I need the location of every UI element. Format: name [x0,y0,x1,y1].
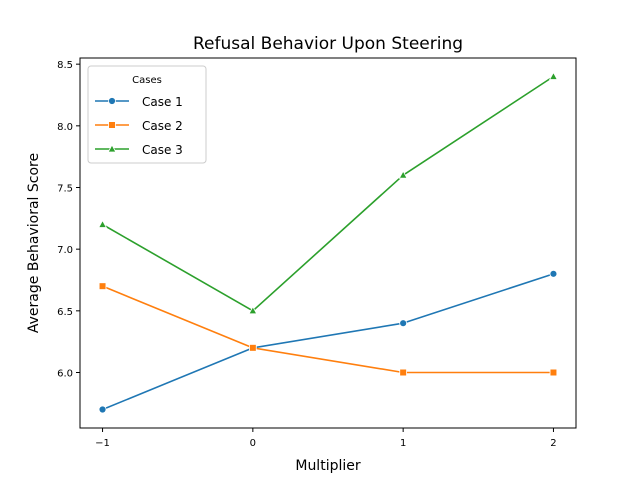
y-axis: 6.0 6.5 7.0 7.5 8.0 8.5 [57,60,80,380]
legend-marker-case-3 [107,144,117,153]
data-point-case-2 [249,344,257,352]
data-point-case-2 [549,368,558,377]
y-tick-label: 7.5 [57,184,73,195]
series-line-case-3 [102,75,554,312]
legend-label-case-3: Case 3 [142,143,183,157]
y-tick-label: 8.5 [57,60,73,71]
data-point-case-2 [98,282,107,290]
legend-marker-case-1 [108,97,116,105]
legend: Cases Case 1 Case 2 Case 3 [87,65,207,164]
y-tick-label: 6.5 [57,307,73,318]
series-line-case-2 [102,285,554,374]
x-tick-label: 0 [250,438,256,449]
legend-title: Cases [132,75,162,86]
data-point-case-3 [398,170,408,179]
y-axis-title: Average Behavioral Score [26,153,42,333]
data-point-case-3 [248,305,258,315]
y-tick-label: 6.0 [57,369,73,380]
x-axis: −1 0 1 2 [95,428,557,449]
data-point-case-1 [549,269,558,278]
data-point-case-1 [399,319,408,328]
x-tick-label: 2 [550,438,556,449]
y-tick-label: 8.0 [57,122,73,133]
legend-box [87,65,207,164]
series-line-case-1 [102,273,554,411]
chart-title: Refusal Behavior Upon Steering [193,34,463,54]
legend-label-case-1: Case 1 [142,95,183,109]
data-point-case-2 [399,368,407,377]
legend-marker-case-2 [108,121,116,129]
data-point-case-1 [98,405,107,414]
legend-label-case-2: Case 2 [142,119,183,133]
x-tick-label: −1 [95,438,110,449]
plot-area [98,71,558,414]
data-point-case-3 [548,71,558,80]
x-axis-title: Multiplier [295,458,361,474]
x-tick-label: 1 [400,438,406,449]
plot-frame [79,57,577,429]
y-tick-label: 7.0 [57,245,73,256]
data-point-case-3 [98,219,108,228]
